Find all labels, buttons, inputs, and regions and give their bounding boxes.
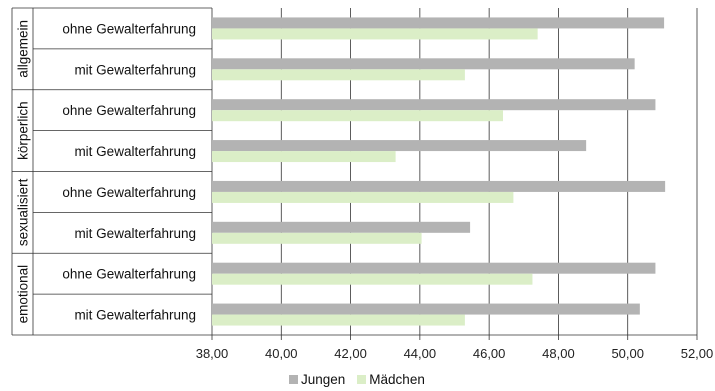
x-tick-label: 46,00 [473,346,506,361]
legend-label-maedchen: Mädchen [369,372,425,387]
x-tick-label: 40,00 [265,346,298,361]
category-label: ohne Gewalterfahrung [62,185,196,200]
x-tick-label: 50,00 [611,346,644,361]
category-label: ohne Gewalterfahrung [62,21,196,36]
x-tick-label: 48,00 [542,346,575,361]
legend-swatch-maedchen [357,375,367,384]
bar-maedchen [212,69,465,81]
category-label: ohne Gewalterfahrung [62,267,196,282]
bar-maedchen [212,191,514,203]
x-tick-label: 38,00 [196,346,229,361]
bar-jungen [212,180,666,192]
category-label: mit Gewalterfahrung [74,62,196,77]
bar-jungen [212,221,471,233]
bars [212,17,666,326]
bar-maedchen [212,110,503,122]
bar-maedchen [212,28,538,40]
bar-jungen [212,303,640,315]
group-label: allgemein [16,20,31,78]
category-labels: allgemein ohne Gewalterfahrung mit Gewalte… [11,7,212,336]
category-label: ohne Gewalterfahrung [62,103,196,118]
group-label: emotional [16,265,31,324]
bar-jungen [212,99,656,111]
bar-maedchen [212,151,396,163]
category-label: mit Gewalterfahrung [74,144,196,159]
bar-jungen [212,140,587,152]
group-label: sexualisiert [16,178,31,246]
bar-maedchen [212,232,422,244]
bar-jungen [212,262,656,274]
category-label: mit Gewalterfahrung [74,226,196,241]
grid-lines [211,8,698,340]
bar-jungen [212,17,665,29]
legend-item-jungen: Jungen [289,372,345,387]
legend-swatch-jungen [289,375,298,384]
x-tick-label: 52,00 [681,346,714,361]
legend-label-jungen: Jungen [301,372,346,387]
bar-maedchen [212,314,465,326]
category-label: mit Gewalterfahrung [74,308,196,323]
bar-maedchen [212,273,533,285]
group-label: körperlich [16,101,31,160]
x-tick-label: 44,00 [404,346,437,361]
x-tick-label: 42,00 [334,346,367,361]
legend: Jungen Mädchen [289,372,425,387]
legend-item-maedchen: Mädchen [357,372,425,387]
x-axis-ticks: 38,00 40,00 42,00 44,00 46,00 48,00 50,00 52,00 [196,346,714,361]
bar-jungen [212,58,635,70]
